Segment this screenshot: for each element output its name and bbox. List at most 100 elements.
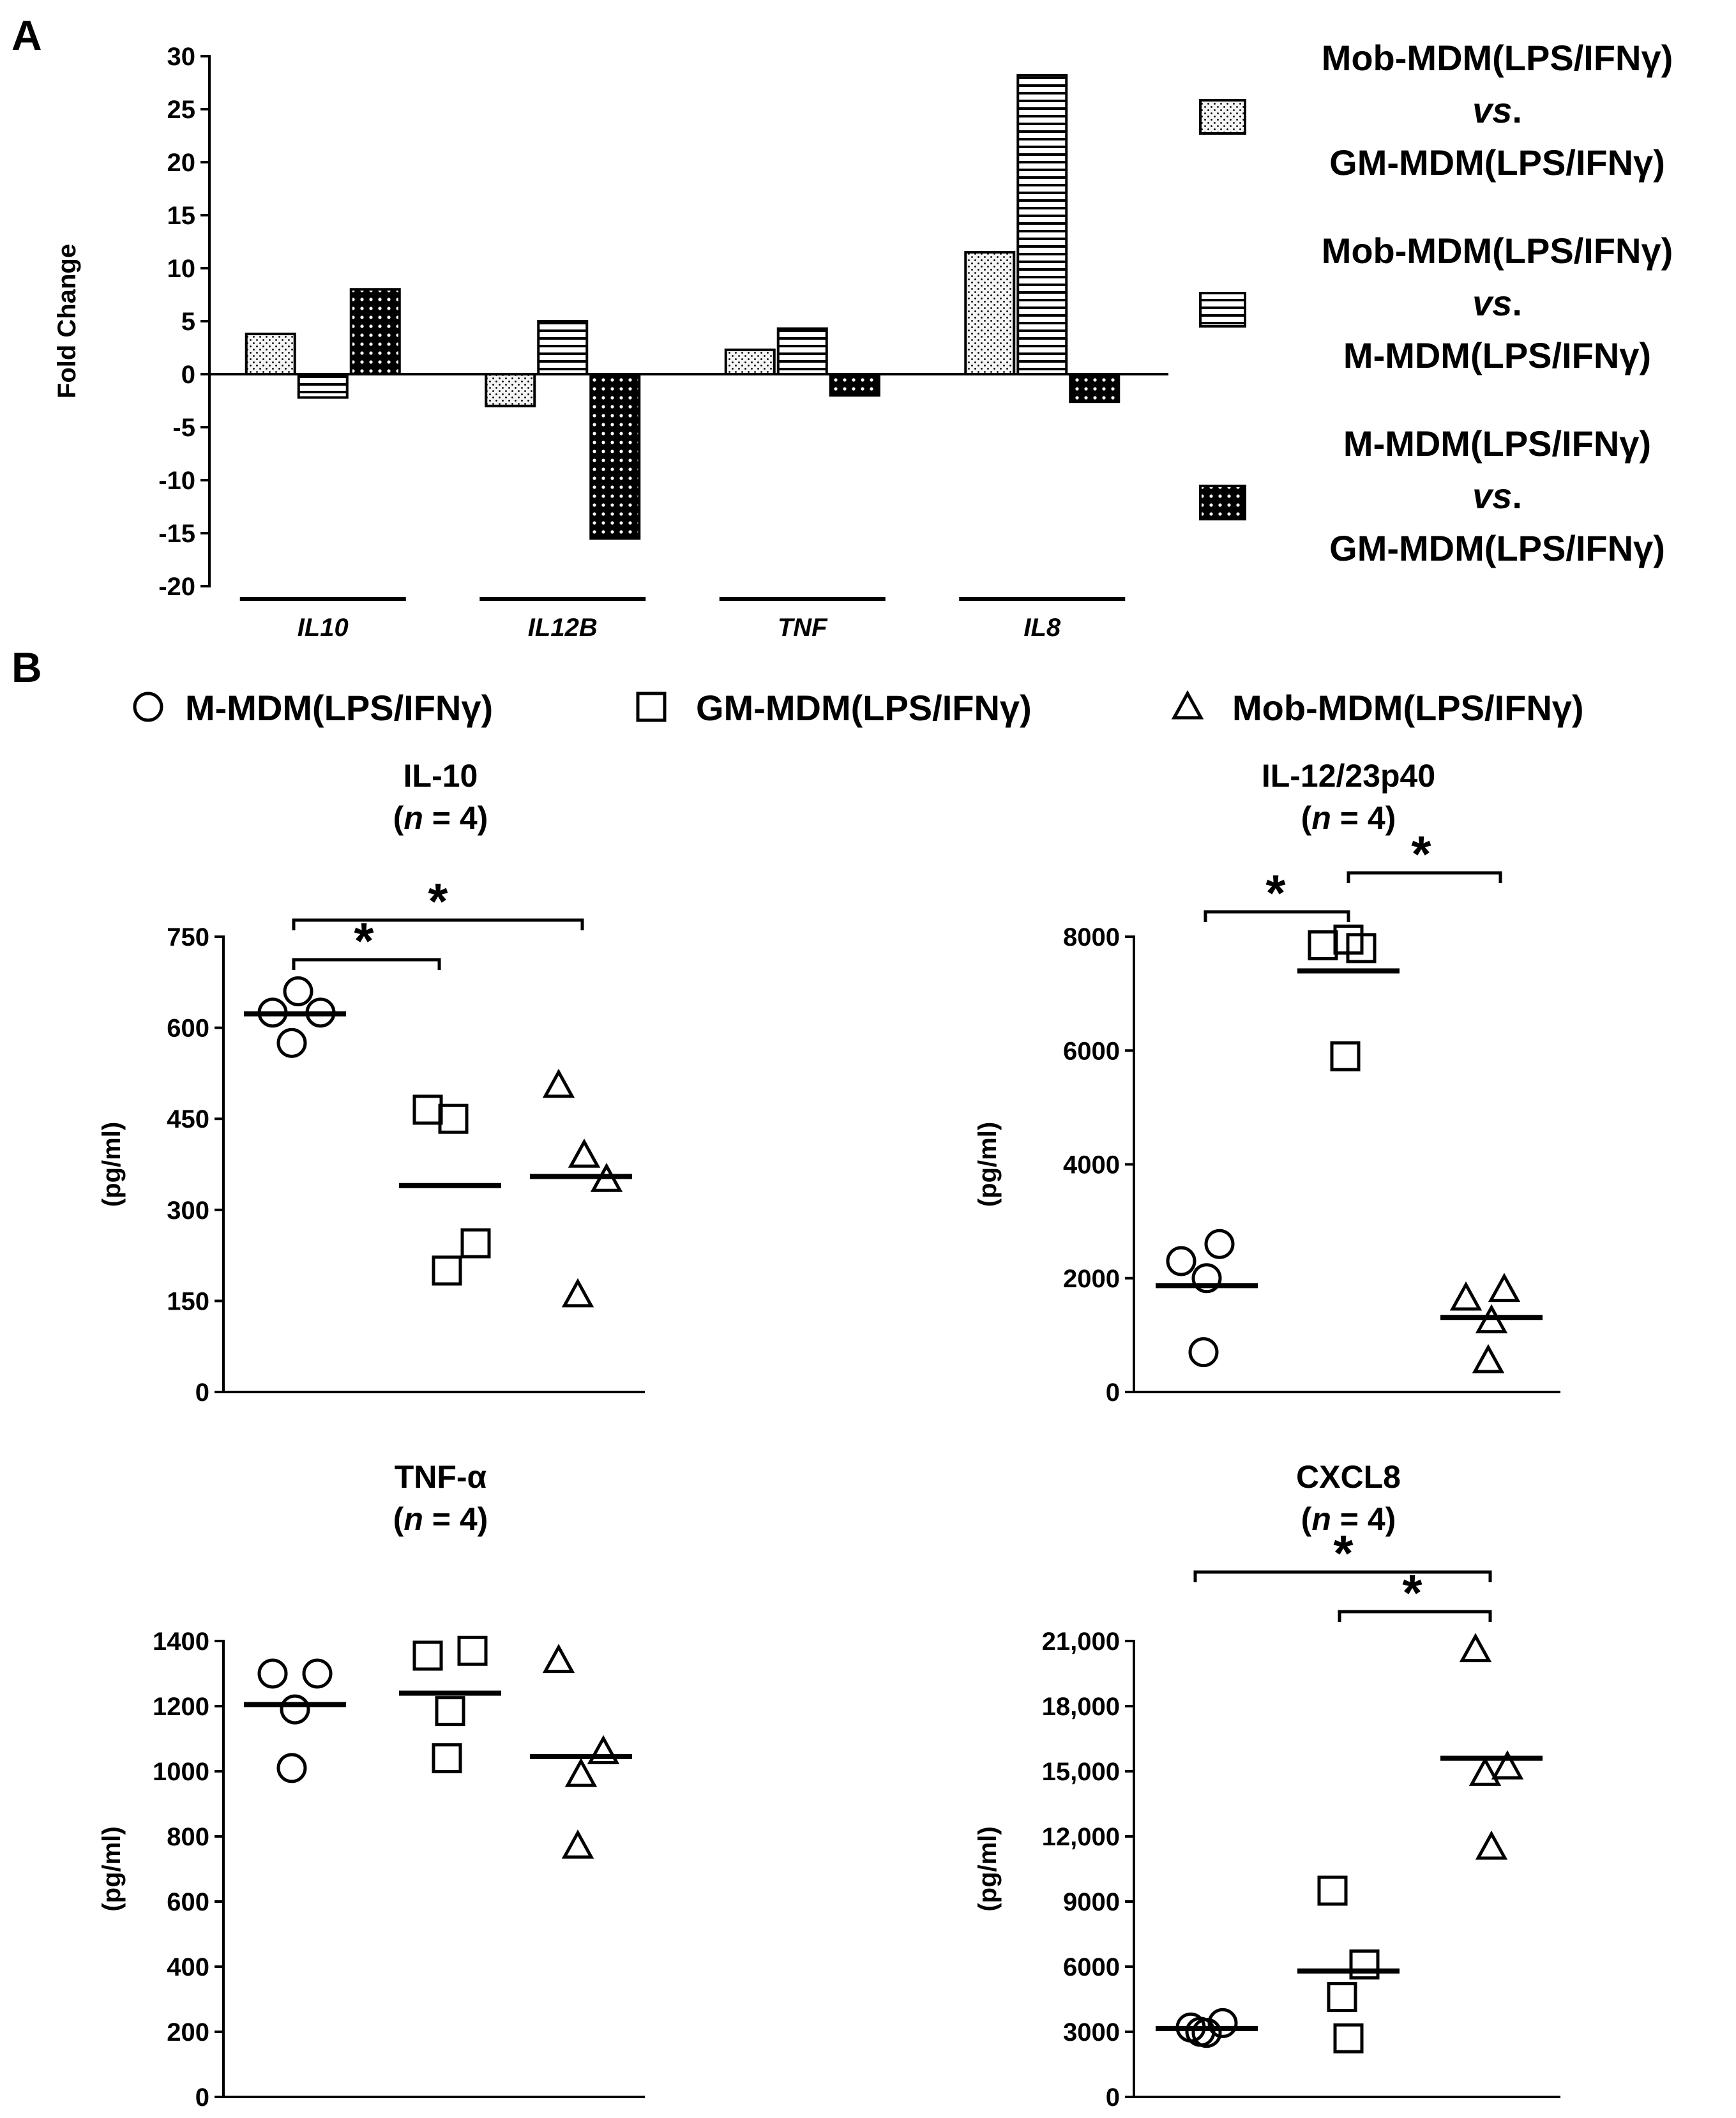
y-tick-label: -15	[158, 520, 195, 548]
plot-subtitle: (n = 4)	[1301, 800, 1396, 836]
data-point-square	[460, 1228, 491, 1259]
data-point-circle	[1188, 1337, 1219, 1368]
y-tick-label: 21,000	[1042, 1628, 1120, 1656]
y-tick-label: -10	[158, 467, 195, 495]
significance-bracket	[292, 918, 584, 930]
legend-text-line: GM-MDM(LPS/IFNγ)	[1329, 528, 1665, 568]
data-point-circle	[1166, 1246, 1196, 1276]
plot-subtitle: (n = 4)	[393, 1501, 488, 1537]
data-point-circle	[1191, 1263, 1222, 1294]
bar-tnf-series-1	[724, 348, 776, 376]
y-tick-label: 18,000	[1042, 1693, 1120, 1721]
data-point-circle	[280, 1694, 310, 1725]
y-tick-label: 12,000	[1042, 1823, 1120, 1851]
y-tick-label: 30	[167, 43, 196, 71]
legend-text-line: M-MDM(LPS/IFNγ)	[1343, 423, 1651, 464]
data-point-square	[432, 1255, 462, 1286]
y-tick-label: 0	[181, 361, 195, 389]
data-point-square	[1327, 1982, 1357, 2013]
significance-bracket	[1204, 910, 1350, 922]
y-tick-label: 0	[1106, 1379, 1120, 1407]
legend-text-line: M-MDM(LPS/IFNγ)	[1343, 335, 1651, 375]
y-tick-label: 15,000	[1042, 1758, 1120, 1786]
data-point-square	[1308, 930, 1338, 960]
y-tick-label: 9000	[1063, 1888, 1120, 1916]
data-point-square	[1317, 1875, 1348, 1906]
y-tick-label: 0	[1106, 2084, 1120, 2112]
data-point-triangle	[1472, 1343, 1505, 1373]
bar-il8-series-3	[1069, 373, 1121, 404]
plot-title: IL-10	[404, 758, 478, 794]
y-tick-label: 450	[167, 1105, 209, 1133]
legend-label-circle: M-MDM(LPS/IFNγ)	[185, 688, 493, 728]
significance-star: *	[1333, 1525, 1354, 1582]
y-tick-label: 5	[181, 308, 195, 336]
y-tick-label: 15	[167, 202, 196, 230]
legend-text-line: vs.	[1472, 90, 1522, 130]
legend-text-line: Mob-MDM(LPS/IFNγ)	[1322, 231, 1673, 271]
legend-swatch-1	[1199, 99, 1246, 135]
data-point-triangle	[1491, 1750, 1524, 1780]
data-point-circle	[302, 1658, 333, 1689]
data-point-circle	[283, 976, 313, 1007]
bar-il10-series-3	[349, 288, 401, 376]
category-label-il10: IL10	[298, 614, 349, 642]
y-tick-label: 10	[167, 255, 196, 283]
cxcl8-dot-plot: CXCL8 (n = 4) 21,000 18,000 15,000 12,000 9000…	[974, 1459, 1560, 2112]
bar-tnf-series-2	[776, 327, 828, 375]
y-axis-label: (pg/ml)	[974, 1826, 1002, 1911]
data-point-triangle	[1449, 1281, 1483, 1311]
data-point-square	[412, 1640, 443, 1671]
y-tick-label: 0	[195, 2084, 209, 2112]
significance-star: *	[428, 873, 448, 930]
y-axis-label: Fold Change	[53, 244, 81, 398]
y-tick-label: 1200	[153, 1693, 209, 1721]
data-point-triangle	[564, 1757, 598, 1787]
legend-text-line: GM-MDM(LPS/IFNγ)	[1329, 142, 1665, 183]
significance-bracket	[1338, 1610, 1492, 1622]
bar-il10-series-2	[297, 373, 349, 399]
data-point-square	[1333, 924, 1364, 955]
il10-dot-plot: IL-10 (n = 4) 750 600 450 300 150 0 (pg/ml) * *	[98, 758, 645, 1407]
panel-b-letter: B	[11, 644, 42, 691]
y-tick-label: 20	[167, 149, 196, 177]
legend-swatch-2	[1199, 292, 1246, 328]
category-label-tnf: TNF	[778, 614, 828, 642]
data-point-square	[1333, 2023, 1364, 2054]
data-point-square	[438, 1103, 469, 1134]
significance-star: *	[1411, 826, 1431, 882]
bar-il8-series-2	[1016, 73, 1068, 375]
y-tick-label: 0	[195, 1379, 209, 1407]
data-point-square	[1330, 1041, 1361, 1071]
y-axis-label: (pg/ml)	[98, 1826, 126, 1911]
legend-marker-square	[636, 692, 667, 722]
bar-tnf-series-3	[829, 373, 880, 397]
y-tick-label: 8000	[1063, 923, 1120, 951]
legend-marker-triangle	[1171, 690, 1204, 720]
category-label-il12b: IL12B	[528, 614, 598, 642]
y-tick-label: -5	[172, 414, 195, 442]
y-tick-label: -20	[158, 573, 195, 601]
y-tick-label: 600	[167, 1015, 209, 1043]
y-axis-label: (pg/ml)	[98, 1122, 126, 1207]
significance-bracket	[1193, 1570, 1492, 1582]
significance-star: *	[1265, 865, 1286, 921]
legend-text-line: vs.	[1472, 476, 1522, 516]
data-point-triangle	[568, 1138, 601, 1168]
y-tick-label: 150	[167, 1287, 209, 1315]
data-point-triangle	[542, 1644, 575, 1674]
data-point-circle	[276, 1027, 307, 1058]
plot-title: CXCL8	[1296, 1459, 1401, 1495]
category-label-il8: IL8	[1023, 614, 1061, 642]
y-tick-label: 200	[167, 2018, 209, 2046]
y-tick-label: 600	[167, 1888, 209, 1916]
significance-bracket	[1347, 871, 1502, 883]
scatter-legend: M-MDM(LPS/IFNγ) GM-MDM(LPS/IFNγ) Mob-MDM(L…	[133, 688, 1584, 728]
y-tick-label: 6000	[1063, 1953, 1120, 1981]
plot-title: IL-12/23p40	[1262, 758, 1435, 794]
legend-text-line: vs.	[1472, 283, 1522, 323]
bar-il8-series-1	[964, 251, 1016, 375]
data-point-triangle	[561, 1829, 594, 1859]
y-tick-label: 750	[167, 923, 209, 951]
